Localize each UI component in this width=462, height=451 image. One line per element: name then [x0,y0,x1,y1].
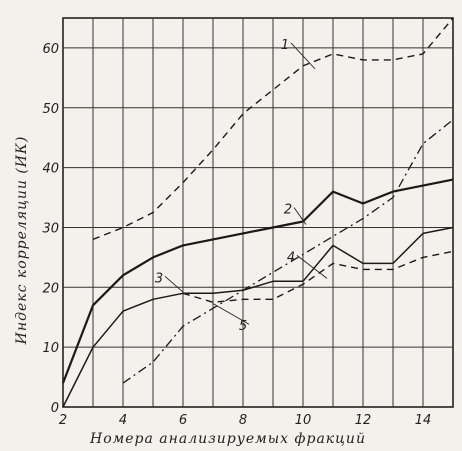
series-lines [61,17,454,408]
series-line-3 [62,226,454,408]
x-tick-label: 6 [179,413,187,428]
y-tick-label: 20 [42,281,59,296]
series-label-leader [293,207,307,225]
x-tick-label: 10 [295,413,312,428]
series-label-4: 4 [287,250,295,265]
x-tick-label: 2 [59,413,67,428]
series-label-leader [296,255,328,279]
y-tick-label: 10 [42,341,59,356]
series-label-1: 1 [281,38,289,53]
series-label-2: 2 [284,203,292,218]
y-axis-label: Индекс корреляции (ИК) [14,136,30,346]
x-tick-label: 4 [119,413,127,428]
series-label-leader [164,275,184,293]
y-tick-label: 40 [42,162,59,177]
y-tick-label: 60 [42,42,59,57]
x-axis-label: Номера анализируемых фракций [89,431,366,447]
plot-frame [62,17,454,408]
series-labels: 1 2 3 4 5 [155,38,328,334]
y-tick-label: 50 [42,102,59,117]
grid [62,17,454,408]
series-label-leader [290,42,316,70]
series-line-1 [92,17,454,241]
series-label-3: 3 [155,271,163,286]
x-tick-label: 8 [239,413,247,428]
y-tick-label: 30 [42,221,59,236]
x-tick-label: 14 [415,413,432,428]
series-label-leader [212,303,250,325]
x-tick-label: 12 [355,413,372,428]
series-line-2 [61,178,454,384]
tick-labels: 2 4 6 8 10 12 14 0 10 20 30 40 50 60 [42,42,431,428]
y-tick-label: 0 [51,401,59,416]
series-line-5 [182,250,454,303]
series-label-5: 5 [239,319,247,334]
